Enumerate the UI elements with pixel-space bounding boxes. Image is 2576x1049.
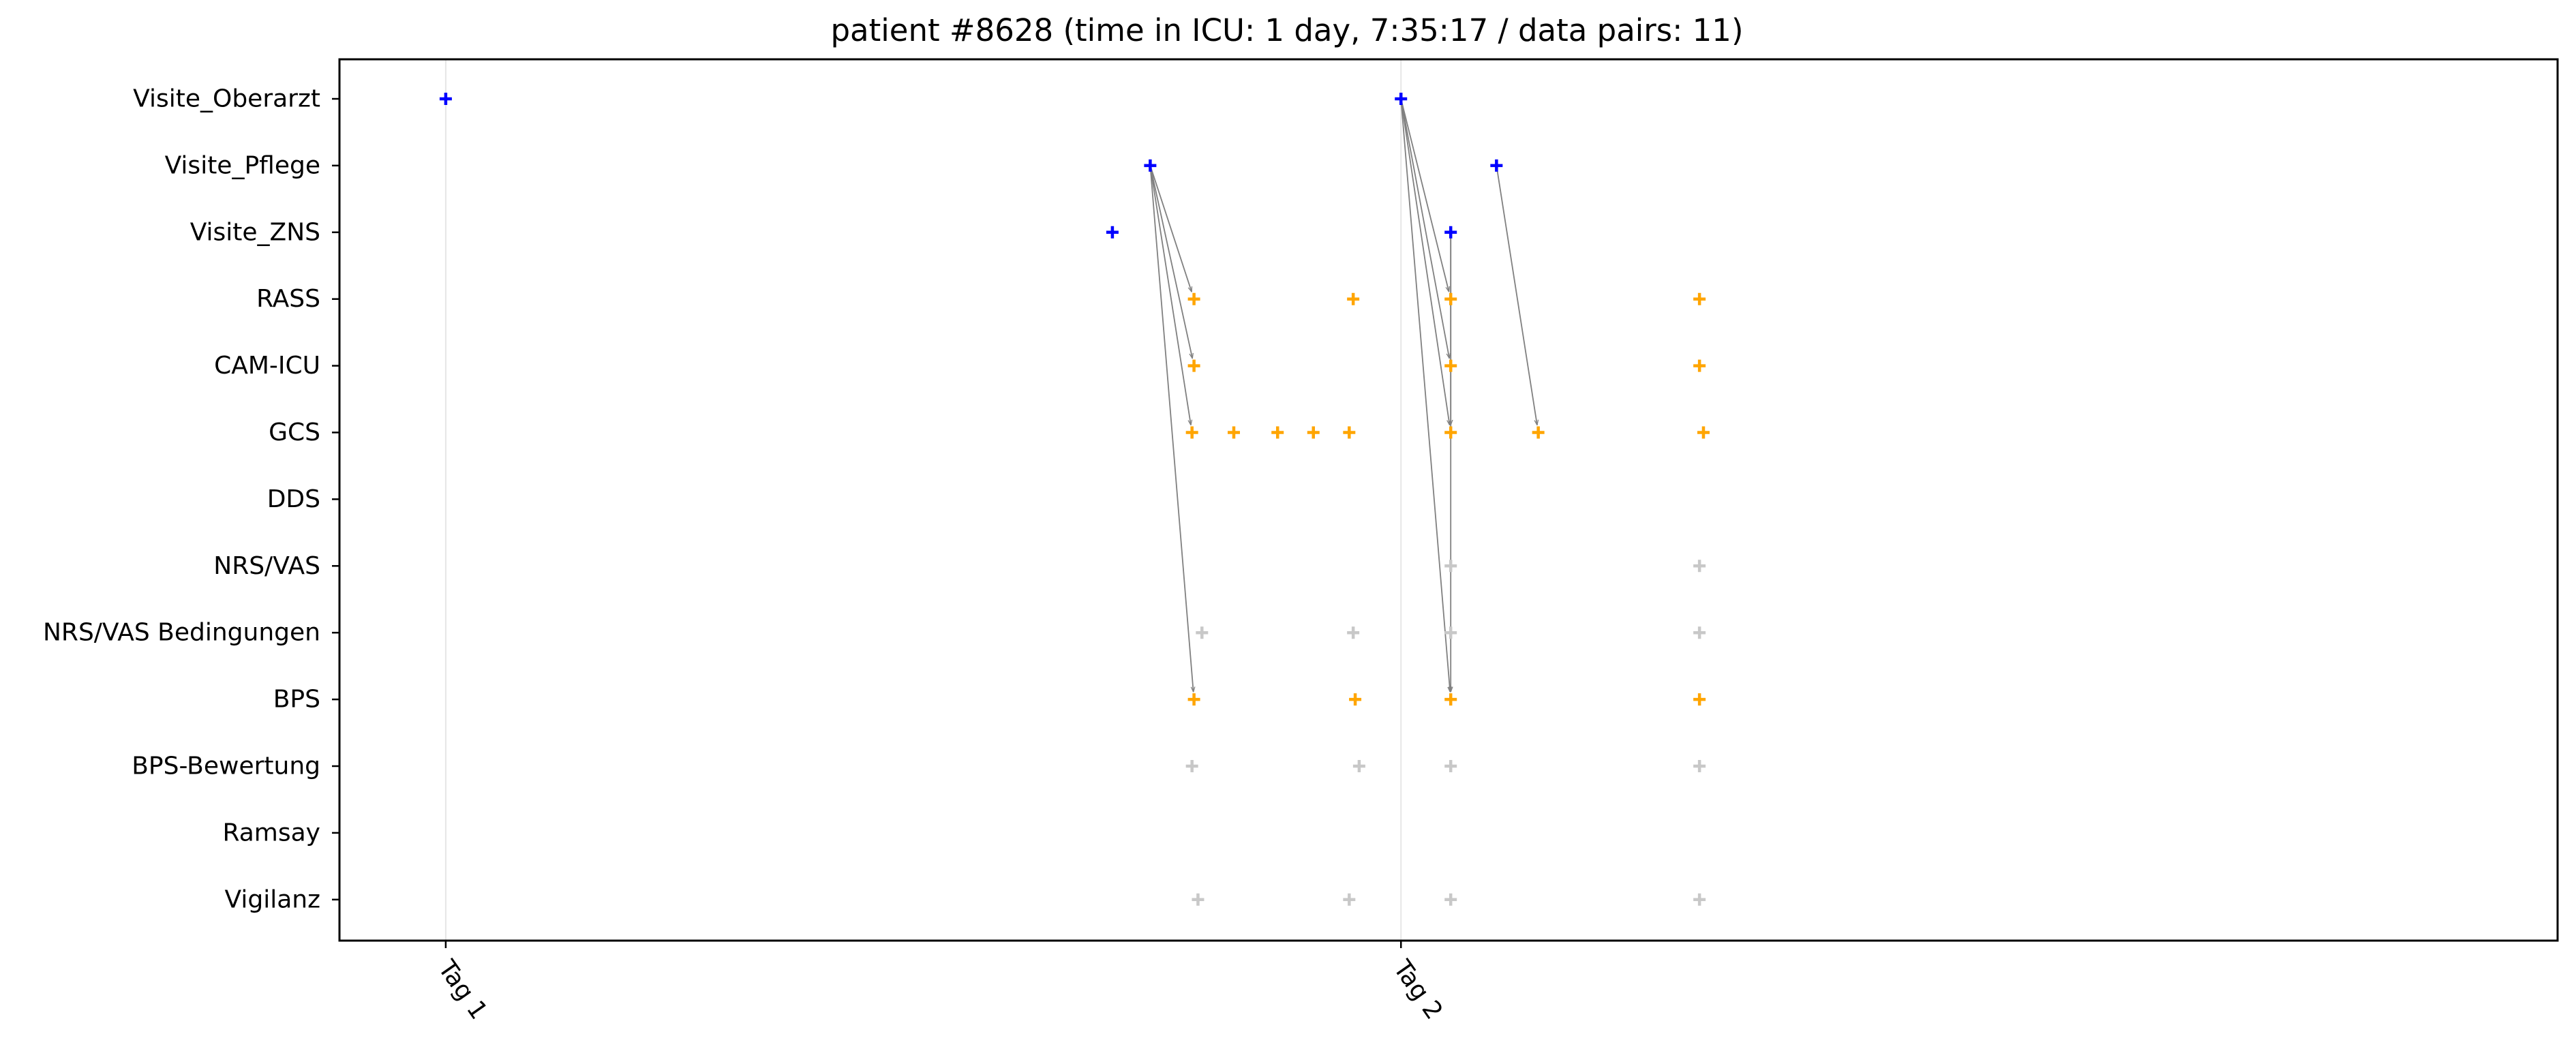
marker-visite-pflege	[1144, 159, 1157, 172]
marker-rass	[1187, 292, 1200, 305]
marker-bps-bewertung	[1693, 760, 1706, 772]
ytick-label-bps-bewertung: BPS-Bewertung	[132, 752, 320, 780]
marker-gcs	[1185, 426, 1198, 439]
ytick-label-nrs-vas: NRS/VAS	[213, 552, 320, 580]
marker-nrs-vas-bedingungen	[1444, 626, 1457, 639]
marker-rass	[1444, 292, 1457, 305]
marker-vigilanz	[1343, 893, 1356, 906]
marker-gcs	[1343, 426, 1356, 439]
pair-link-arrow	[1149, 165, 1193, 692]
marker-visite-zns	[1444, 226, 1457, 239]
marker-gcs	[1271, 426, 1284, 439]
marker-gcs	[1307, 426, 1320, 439]
plot-frame	[338, 58, 2559, 942]
marker-bps	[1693, 693, 1706, 706]
pair-link-arrow	[1400, 98, 1449, 425]
marker-visite-oberarzt	[1395, 93, 1408, 105]
marker-bps-bewertung	[1444, 760, 1457, 772]
marker-cam-icu	[1187, 359, 1200, 372]
marker-bps	[1349, 693, 1362, 706]
ytick-label-bps: BPS	[273, 686, 320, 714]
marker-rass	[1347, 292, 1360, 305]
ytick-label-gcs: GCS	[269, 419, 320, 446]
xtick-label-tag-1: Tag 1	[432, 955, 493, 1024]
pair-link-arrow	[1149, 165, 1192, 359]
marker-nrs-vas	[1444, 560, 1457, 573]
marker-cam-icu	[1444, 359, 1457, 372]
marker-bps-bewertung	[1185, 760, 1198, 772]
xtick-label-tag-2: Tag 2	[1387, 955, 1448, 1024]
ytick-label-dds: DDS	[267, 485, 320, 513]
ytick-label-ramsay: Ramsay	[223, 819, 320, 847]
marker-gcs	[1227, 426, 1240, 439]
x-axis: Tag 1 Tag 2	[432, 941, 1448, 1024]
day-lines	[444, 59, 1402, 941]
marker-bps	[1444, 693, 1457, 706]
marker-bps-bewertung	[1352, 760, 1365, 772]
marker-nrs-vas	[1693, 560, 1706, 573]
ytick-label-rass: RASS	[256, 285, 320, 313]
pair-link-arrow	[1400, 98, 1449, 359]
pair-link-arrow	[1149, 165, 1191, 425]
chart-title: patient #8628 (time in ICU: 1 day, 7:35:…	[830, 12, 1743, 48]
marker-vigilanz	[1192, 893, 1204, 906]
ytick-label-visite-pflege: Visite_Pflege	[165, 151, 320, 179]
marker-gcs	[1532, 426, 1545, 439]
ytick-label-visite-zns: Visite_ZNS	[190, 218, 320, 246]
marker-visite-zns	[1106, 226, 1119, 239]
marker-rass	[1693, 292, 1706, 305]
marker-nrs-vas-bedingungen	[1347, 626, 1360, 639]
marker-vigilanz	[1693, 893, 1706, 906]
marker-nrs-vas-bedingungen	[1693, 626, 1706, 639]
marker-visite-oberarzt	[439, 93, 452, 105]
ytick-label-nrs-vas-bedingungen: NRS/VAS Bedingungen	[43, 619, 320, 647]
ytick-label-visite-oberarzt: Visite_Oberarzt	[133, 85, 320, 113]
marker-bps	[1187, 693, 1200, 706]
ytick-label-vigilanz: Vigilanz	[225, 885, 320, 913]
data-points	[439, 93, 1710, 906]
pair-links	[1149, 98, 1537, 692]
marker-nrs-vas-bedingungen	[1196, 626, 1209, 639]
marker-visite-pflege	[1490, 159, 1503, 172]
pair-link-arrow	[1149, 165, 1192, 292]
marker-vigilanz	[1444, 893, 1457, 906]
marker-gcs	[1444, 426, 1457, 439]
marker-gcs	[1697, 426, 1710, 439]
marker-cam-icu	[1693, 359, 1706, 372]
y-axis: Visite_Oberarzt Visite_Pflege Visite_ZNS RA…	[43, 85, 339, 913]
pair-link-arrow	[1496, 165, 1537, 425]
pair-link-arrow	[1400, 98, 1449, 292]
pair-link-arrow	[1400, 98, 1450, 692]
ytick-label-cam-icu: CAM-ICU	[214, 352, 320, 380]
